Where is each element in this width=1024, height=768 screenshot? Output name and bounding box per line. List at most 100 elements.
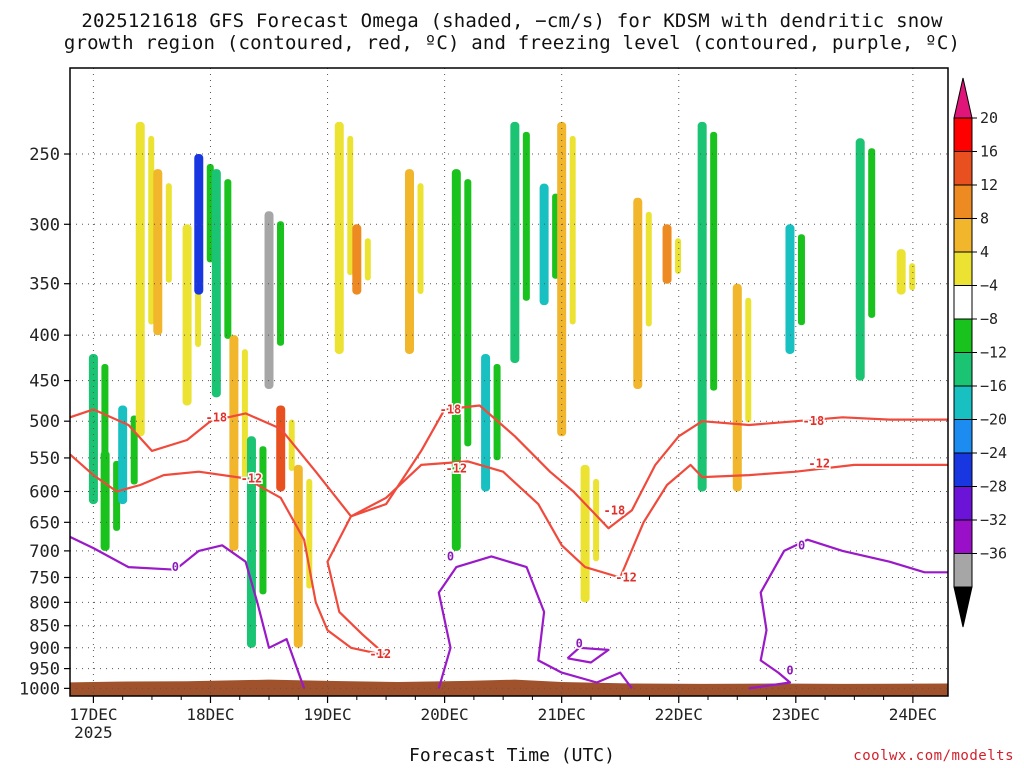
y-tick-label: 1000 bbox=[19, 679, 60, 699]
colorbar-label: −12 bbox=[980, 344, 1007, 362]
colorbar-label: 16 bbox=[980, 143, 998, 161]
colorbar-label: −32 bbox=[980, 511, 1007, 529]
colorbar-label: 20 bbox=[980, 109, 998, 127]
dgz-contour-label: -18 bbox=[604, 503, 626, 517]
x-axis-title: Forecast Time (UTC) bbox=[409, 745, 615, 766]
y-tick-label: 550 bbox=[29, 449, 60, 469]
colorbar-bottom-arrow bbox=[953, 586, 973, 628]
terrain-layer bbox=[70, 679, 948, 696]
freezing-contour-label: 0 bbox=[576, 636, 583, 650]
x-tick-sublabel: 2025 bbox=[74, 723, 113, 742]
omega-cell bbox=[153, 169, 163, 336]
colorbar-label: −36 bbox=[980, 545, 1007, 563]
colorbar-swatch bbox=[953, 151, 973, 186]
dgz-contour-label: -12 bbox=[369, 647, 391, 661]
omega-cell bbox=[246, 436, 256, 648]
grid-lines bbox=[70, 68, 948, 696]
y-tick-label: 350 bbox=[29, 275, 60, 295]
omega-cell bbox=[264, 211, 274, 390]
y-tick-label: 450 bbox=[29, 372, 60, 392]
x-tick-label: 23DEC bbox=[772, 705, 820, 724]
omega-cell-halo bbox=[101, 363, 109, 470]
omega-cell-halo bbox=[417, 183, 424, 295]
colorbar-label: 8 bbox=[980, 210, 989, 228]
omega-cell-halo bbox=[745, 297, 752, 423]
chart-title-line-1: 2025121618 GFS Forecast Omega (shaded, −… bbox=[81, 10, 943, 32]
x-tick-label: 19DEC bbox=[303, 705, 351, 724]
omega-cell bbox=[182, 224, 192, 406]
colorbar-label: −8 bbox=[980, 310, 998, 328]
omega-cell bbox=[481, 353, 491, 492]
freezing-level-line bbox=[70, 535, 306, 689]
colorbar-label: −16 bbox=[980, 377, 1007, 395]
colorbar-swatch bbox=[953, 385, 973, 420]
contour-layer bbox=[70, 404, 948, 690]
dgz-contour-label: -18 bbox=[803, 414, 825, 428]
omega-cell-halo bbox=[909, 263, 916, 291]
omega-cell-halo bbox=[675, 238, 682, 274]
colorbar-label: 12 bbox=[980, 176, 998, 194]
dgz-contour-label: -12 bbox=[445, 461, 467, 475]
x-tick-label: 22DEC bbox=[655, 705, 703, 724]
omega-cell-halo bbox=[347, 135, 354, 276]
omega-cell bbox=[211, 169, 221, 398]
omega-cell bbox=[580, 464, 590, 603]
omega-cell-halo bbox=[593, 478, 600, 562]
freezing-level-line bbox=[566, 646, 610, 664]
omega-cell bbox=[334, 121, 344, 354]
chart-title-line-2: growth region (contoured, red, ºC) and f… bbox=[63, 32, 961, 54]
y-tick-label: 750 bbox=[29, 568, 60, 588]
colorbar-swatch bbox=[953, 218, 973, 253]
dgz-contour-label: -18 bbox=[205, 410, 227, 424]
dgz-contour-label: -18 bbox=[440, 402, 462, 416]
colorbar-top-arrow bbox=[953, 77, 973, 119]
colorbar-label: −28 bbox=[980, 478, 1007, 496]
x-tick-label: 20DEC bbox=[421, 705, 469, 724]
colorbar-swatch bbox=[953, 251, 973, 286]
omega-cell bbox=[662, 224, 672, 284]
omega-cell-halo bbox=[224, 179, 232, 339]
colorbar-swatch bbox=[953, 318, 973, 353]
omega-cell bbox=[229, 335, 239, 551]
colorbar-label: −20 bbox=[980, 411, 1007, 429]
omega-cell-halo bbox=[710, 131, 718, 391]
freezing-level-line bbox=[748, 538, 948, 690]
colorbar-swatch bbox=[953, 352, 973, 387]
omega-cell-halo bbox=[464, 179, 472, 447]
dgz-contour-line bbox=[70, 453, 948, 657]
omega-cell-halo bbox=[569, 135, 576, 325]
omega-cell-halo bbox=[645, 211, 652, 327]
colorbar-label: 4 bbox=[980, 243, 989, 261]
omega-cell bbox=[276, 405, 286, 492]
contour-label-layer: -18 -12 -12 -18 -12 -18 -12 -18 -12 0 0 0 0 0 bbox=[170, 401, 831, 679]
omega-cell-halo bbox=[868, 148, 876, 318]
y-tick-label: 400 bbox=[29, 326, 60, 346]
colorbar-swatch bbox=[953, 452, 973, 487]
omega-cell bbox=[100, 450, 110, 551]
omega-cell bbox=[118, 405, 128, 505]
plot-frame bbox=[69, 67, 949, 697]
y-axis: 2503003504004505005506006507007508008509… bbox=[19, 145, 70, 699]
colorbar-swatch bbox=[953, 553, 973, 588]
omega-cell bbox=[451, 169, 461, 551]
dgz-contour-line bbox=[70, 404, 948, 530]
omega-cell bbox=[352, 224, 362, 295]
omega-cell-halo bbox=[797, 234, 805, 326]
y-tick-label: 850 bbox=[29, 617, 60, 637]
freezing-level-line bbox=[437, 555, 633, 690]
y-tick-label: 700 bbox=[29, 542, 60, 562]
y-tick-label: 500 bbox=[29, 412, 60, 432]
y-tick-label: 300 bbox=[29, 215, 60, 235]
omega-cell bbox=[293, 464, 303, 648]
omega-cell bbox=[896, 249, 906, 295]
y-tick-label: 650 bbox=[29, 513, 60, 533]
omega-cell-halo bbox=[364, 238, 371, 281]
dgz-contour-label: -12 bbox=[808, 456, 830, 470]
credit-text: coolwx.com/modelts bbox=[853, 748, 1014, 764]
omega-cell bbox=[785, 224, 795, 354]
omega-cell-halo bbox=[148, 135, 155, 325]
dgz-contour-label: -12 bbox=[615, 570, 637, 584]
freezing-contour-label: 0 bbox=[798, 538, 805, 552]
x-tick-label: 24DEC bbox=[889, 705, 937, 724]
